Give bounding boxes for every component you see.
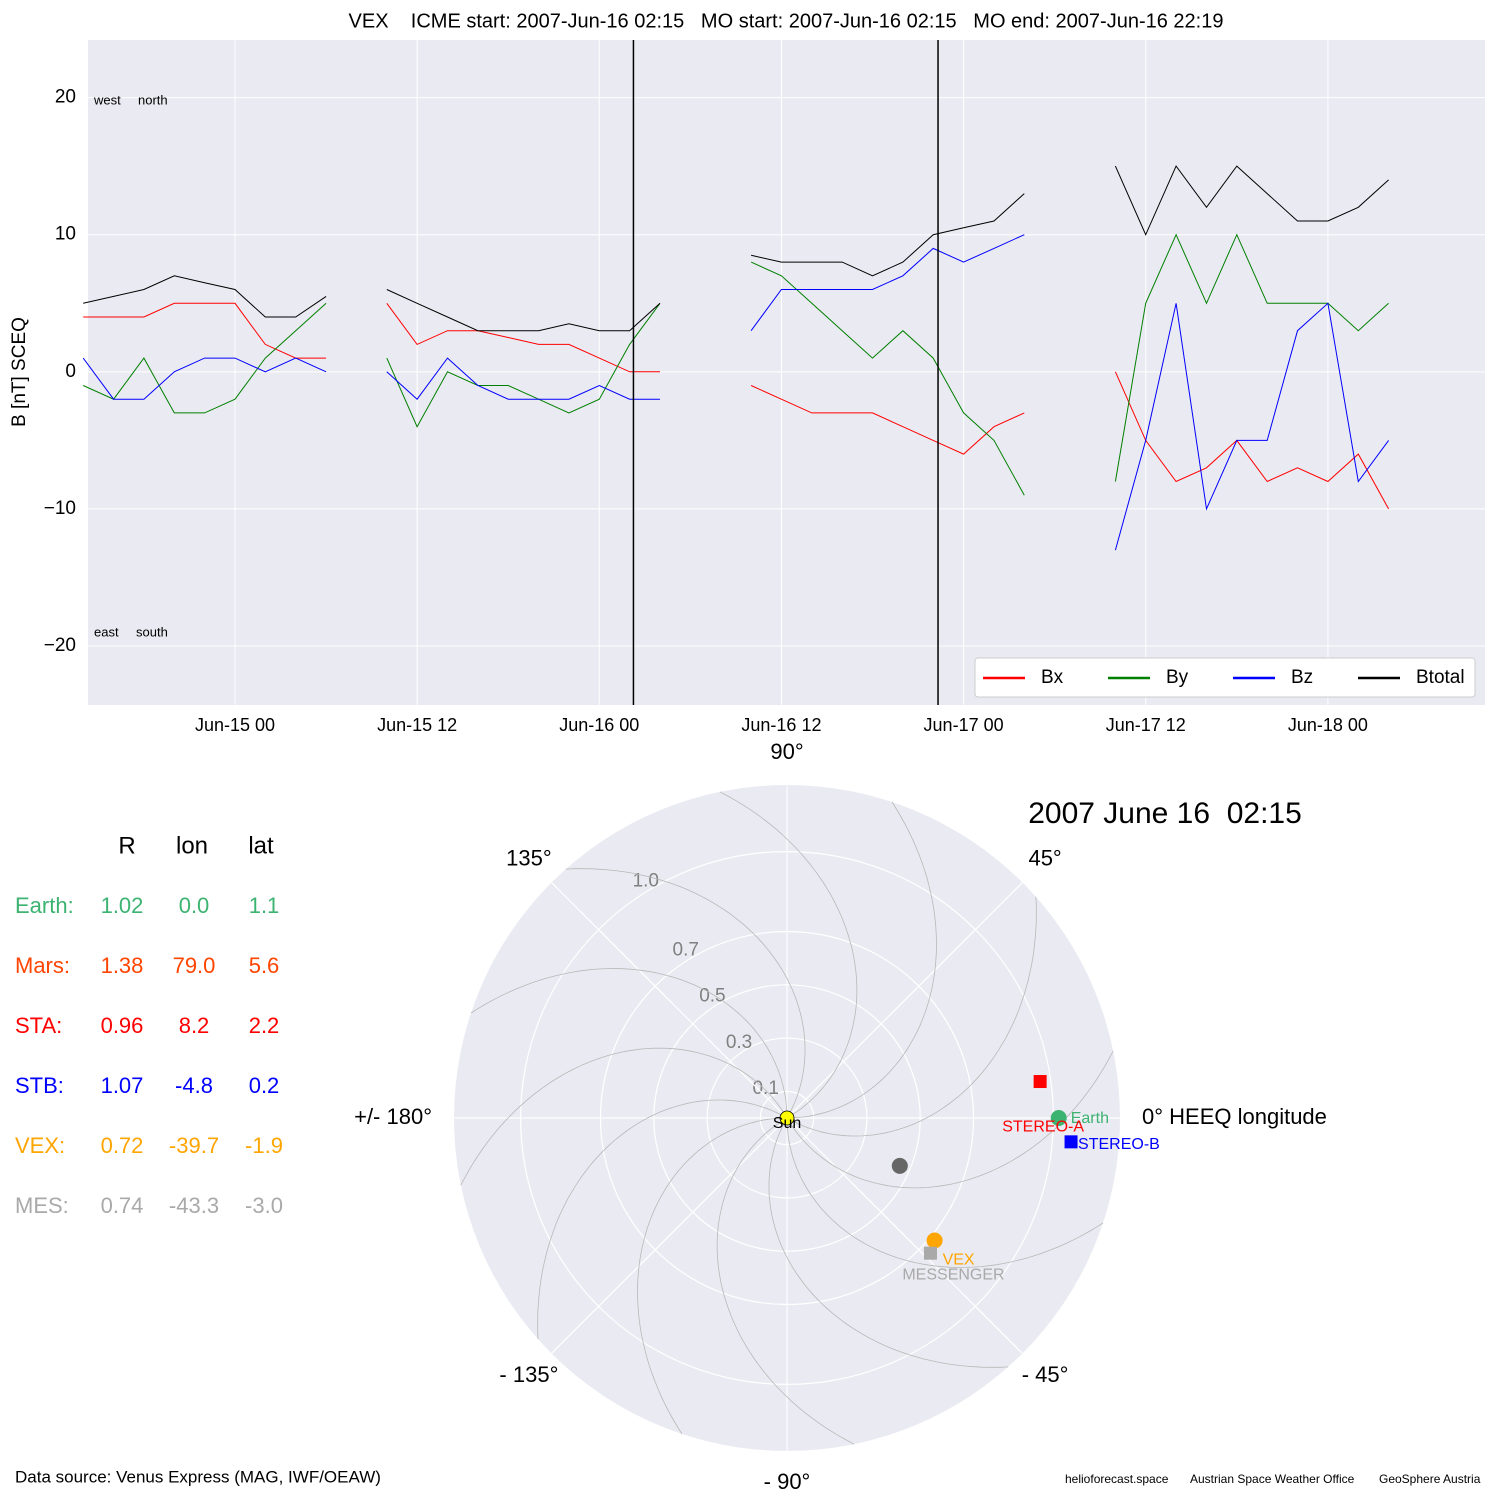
table-row-name: VEX: (15, 1133, 65, 1158)
y-tick-label: 10 (55, 224, 76, 245)
body-marker (1033, 1075, 1047, 1089)
grid-spoke (551, 882, 788, 1119)
body-marker (779, 1110, 795, 1126)
credit: helioforecast.space (1065, 1472, 1169, 1486)
y-tick-label: 20 (55, 87, 76, 108)
table-cell: 1.1 (249, 893, 280, 918)
polar-title: 2007 June 16 02:15 (1028, 797, 1302, 830)
parker-spiral (637, 1117, 788, 1435)
annotation: east (94, 624, 119, 639)
table-cell: -39.7 (169, 1133, 219, 1158)
table-cell: 79.0 (173, 953, 216, 978)
plot-background (88, 40, 1485, 705)
parker-spiral (470, 968, 788, 1119)
table-row-name: STA: (15, 1013, 62, 1038)
x-tick-label: Jun-17 12 (1106, 715, 1186, 735)
table-cell: 1.02 (101, 893, 144, 918)
table-header: lat (248, 832, 274, 859)
table-cell: 0.74 (101, 1193, 144, 1218)
body-label: VEX (943, 1252, 975, 1269)
x-tick-label: Jun-16 12 (741, 715, 821, 735)
annotation: north (138, 92, 168, 107)
body-label: STEREO-B (1078, 1136, 1160, 1153)
table-cell: 2.2 (249, 1013, 280, 1038)
body-label: Sun (773, 1115, 801, 1132)
grid-spoke (551, 1117, 788, 1354)
table-cell: 1.07 (101, 1073, 144, 1098)
angle-tick-label: 135° (506, 846, 552, 871)
data-source: Data source: Venus Express (MAG, IWF/OEA… (15, 1467, 381, 1486)
parker-spiral (786, 896, 1037, 1137)
legend-label: By (1166, 667, 1189, 688)
angle-tick-label: - 45° (1022, 1362, 1069, 1387)
r-tick-label: 1.0 (633, 870, 659, 891)
x-tick-label: Jun-18 00 (1288, 715, 1368, 735)
y-tick-label: 0 (65, 361, 76, 382)
annotation: west (93, 92, 121, 107)
parker-spiral (719, 791, 858, 1119)
legend-box (974, 657, 1476, 698)
table-header: lon (176, 832, 208, 859)
angle-tick-label: 90° (770, 739, 803, 764)
x-tick-label: Jun-15 12 (377, 715, 457, 735)
table-cell: -3.0 (245, 1193, 283, 1218)
table-cell: 0.96 (101, 1013, 144, 1038)
table-cell: 0.72 (101, 1133, 144, 1158)
chart-title: VEX ICME start: 2007-Jun-16 02:15 MO sta… (349, 10, 1224, 32)
angle-tick-label: - 90° (764, 1469, 811, 1494)
grid-spoke (786, 1117, 1023, 1354)
parker-spiral (786, 801, 937, 1119)
y-tick-label: −20 (44, 635, 76, 656)
table-cell: 5.6 (249, 953, 280, 978)
r-tick-label: 0.3 (726, 1032, 752, 1053)
angle-tick-label: - 135° (499, 1362, 558, 1387)
body-marker (926, 1232, 943, 1249)
grid-spoke (786, 882, 1023, 1119)
parker-spiral (460, 1047, 788, 1186)
body-marker (1064, 1135, 1078, 1149)
legend-label: Bx (1041, 667, 1064, 688)
r-tick-label: 0.7 (673, 940, 699, 961)
table-cell: 0.2 (249, 1073, 280, 1098)
parker-spiral (716, 1117, 855, 1445)
legend-label: Bz (1291, 667, 1313, 688)
table-row-name: Earth: (15, 893, 74, 918)
table-cell: 0.0 (179, 893, 210, 918)
body-marker (891, 1157, 908, 1174)
credit: Austrian Space Weather Office (1190, 1472, 1355, 1486)
angle-tick-label: 0° HEEQ longitude (1142, 1104, 1327, 1129)
table-cell: -43.3 (169, 1193, 219, 1218)
table-row-name: MES: (15, 1193, 69, 1218)
body-label: MESSENGER (902, 1266, 1004, 1283)
x-tick-label: Jun-16 00 (559, 715, 639, 735)
body-label: Earth (1071, 1110, 1109, 1127)
x-tick-label: Jun-15 00 (195, 715, 275, 735)
parker-spiral (565, 868, 806, 1119)
body-marker (1050, 1110, 1067, 1126)
parker-spiral (537, 1099, 788, 1340)
y-tick-label: −10 (44, 498, 76, 519)
credit: GeoSphere Austria (1379, 1472, 1481, 1486)
table-cell: -1.9 (245, 1133, 283, 1158)
legend-label: Btotal (1416, 667, 1465, 688)
angle-tick-label: +/- 180° (354, 1104, 432, 1129)
parker-spiral (786, 1117, 1104, 1268)
table-row-name: Mars: (15, 953, 70, 978)
annotation: south (136, 624, 168, 639)
table-cell: 8.2 (179, 1013, 210, 1038)
table-cell: 1.38 (101, 953, 144, 978)
body-marker (923, 1246, 937, 1260)
body-label: STEREO-A (1002, 1119, 1084, 1136)
r-tick-label: 0.1 (752, 1078, 778, 1099)
y-axis-label: B [nT] SCEQ (9, 317, 30, 427)
table-cell: -4.8 (175, 1073, 213, 1098)
x-tick-label: Jun-17 00 (924, 715, 1004, 735)
angle-tick-label: 45° (1028, 846, 1061, 871)
table-header: R (118, 832, 135, 859)
table-row-name: STB: (15, 1073, 64, 1098)
parker-spiral (768, 1117, 1009, 1368)
